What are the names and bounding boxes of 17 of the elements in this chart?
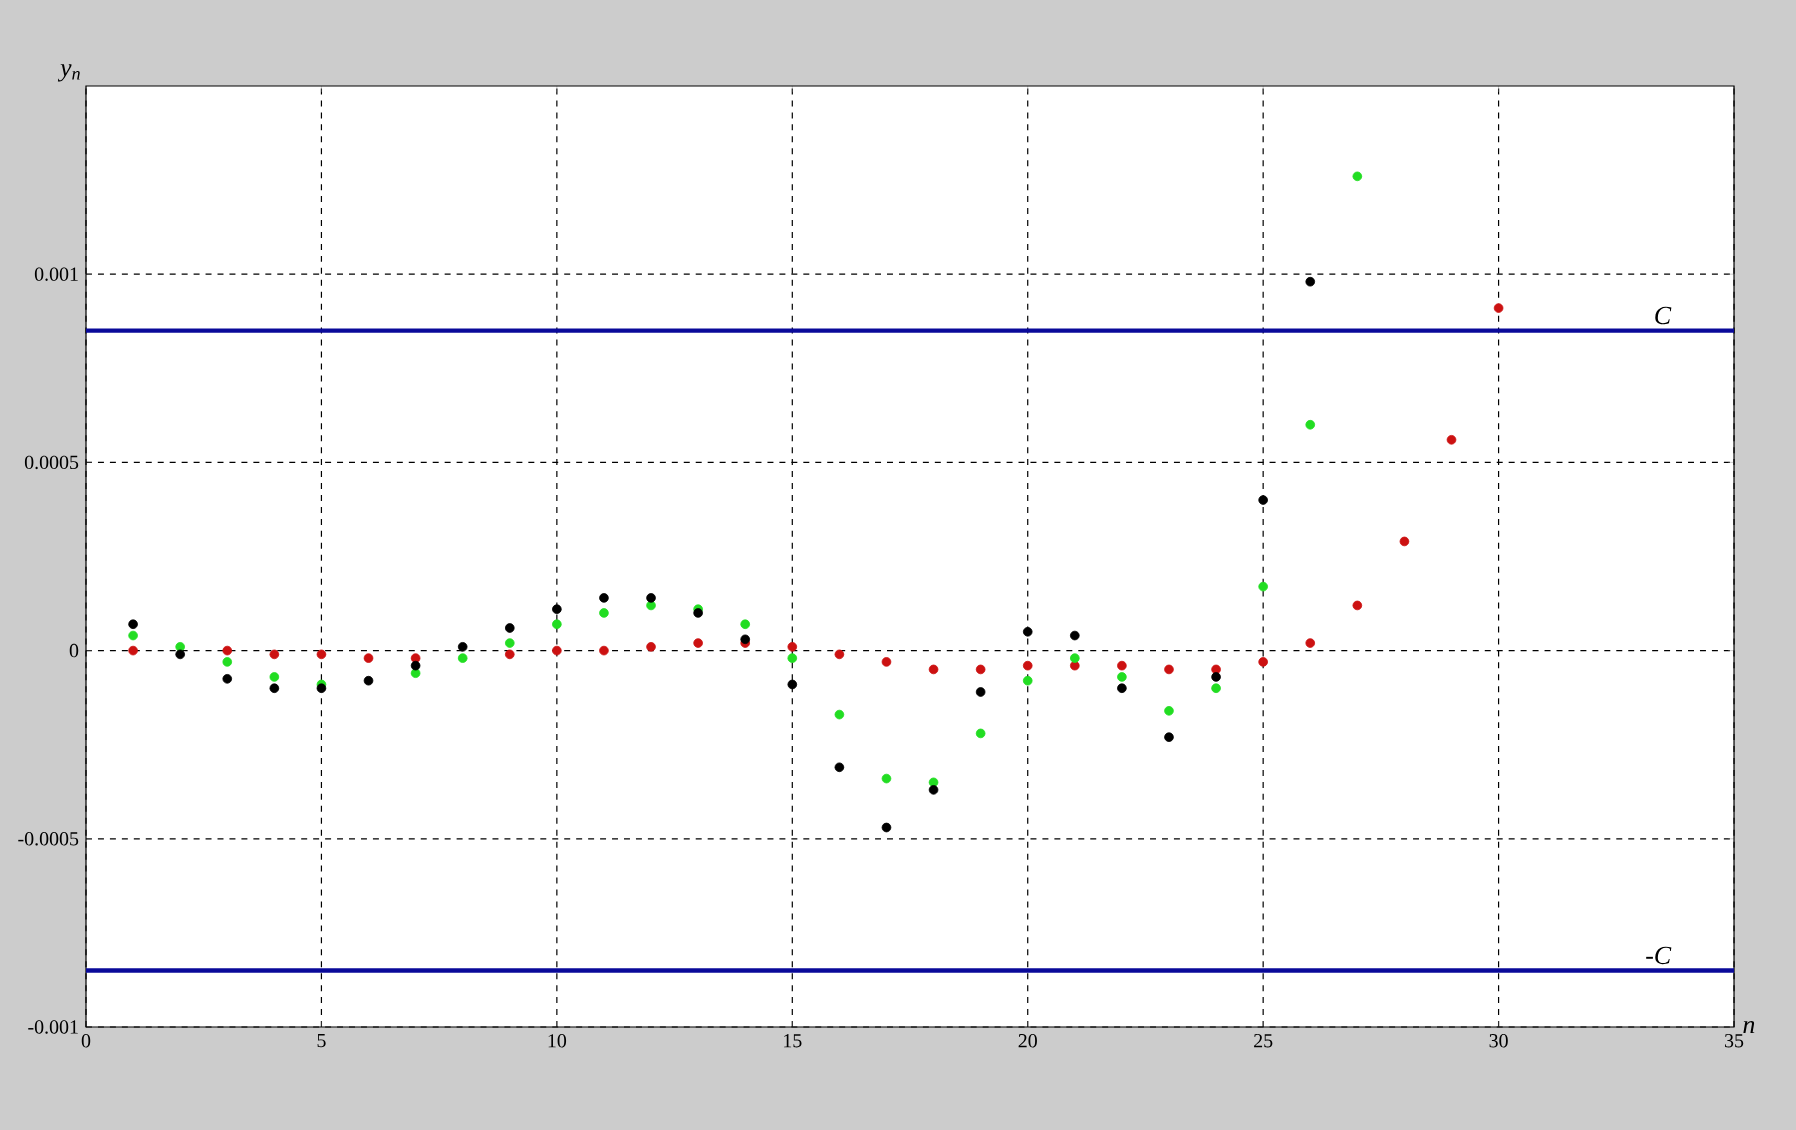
y-axis-title: y$_{n}$ [57, 64, 80, 82]
y-tick-label: 0.0005 [24, 455, 79, 470]
x-tick-label: 35 [1725, 1034, 1744, 1048]
x-tick-label: 5 [317, 1034, 326, 1048]
ref-line-label: C [1655, 306, 1672, 325]
y-tick-label: 0 [69, 643, 79, 658]
x-tick-label: 10 [548, 1034, 567, 1048]
y-tick-label: -0.001 [28, 1020, 78, 1034]
x-tick-label: 0 [81, 1034, 91, 1048]
x-tick-label: 25 [1254, 1034, 1273, 1048]
y-tick-label: 0.001 [34, 267, 78, 281]
ref-line-label: -C [1646, 946, 1672, 965]
x-tick-label: 20 [1018, 1034, 1037, 1048]
x-tick-label: 30 [1489, 1034, 1508, 1048]
y-tick-label: -0.0005 [18, 832, 79, 846]
x-tick-label: 15 [784, 1034, 802, 1048]
x-axis-title: n [1743, 1020, 1755, 1034]
